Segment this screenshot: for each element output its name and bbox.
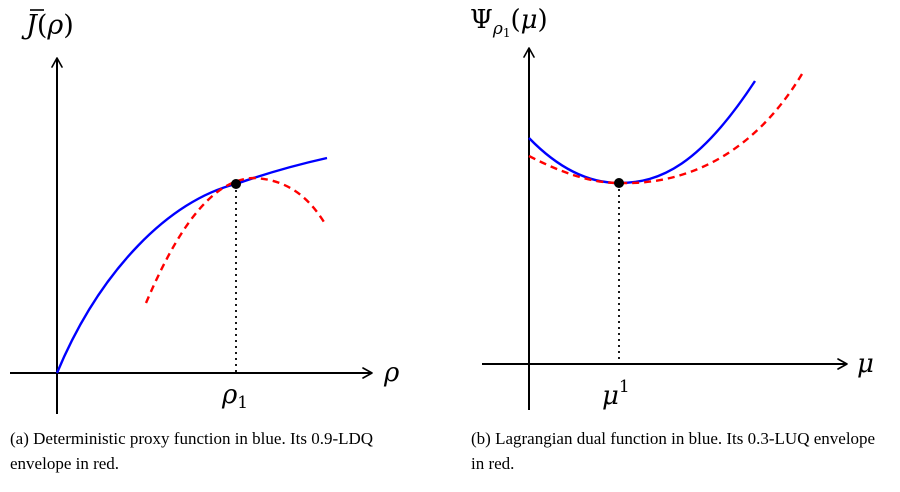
figure-canvas: J(ρ) ρ ρ1 Ψρ1(μ) μ μ1: [10, 5, 874, 414]
panel-b-tick-label: μ1: [602, 377, 630, 411]
caption-panel-b: (b) Lagrangian dual function in blue. It…: [471, 429, 876, 473]
panel-a-x-label: ρ: [383, 358, 400, 388]
panel-a-tangent-point: [231, 179, 241, 189]
panel-b-red-envelope: [528, 73, 804, 185]
panel-b-y-label: Ψρ1(μ): [470, 5, 548, 40]
caption-panel-a: (a) Deterministic proxy function in blue…: [10, 429, 374, 473]
panel-a-red-envelope: [144, 176, 326, 304]
panel-b: Ψρ1(μ) μ μ1: [470, 5, 874, 411]
panel-b-x-label: μ: [857, 349, 874, 379]
panel-a-y-label: J(ρ): [21, 10, 74, 41]
panel-a: J(ρ) ρ ρ1: [10, 9, 400, 414]
panel-a-tick-label: ρ1: [221, 380, 248, 413]
panel-a-blue-curve: [55, 156, 328, 374]
panel-b-blue-curve: [528, 80, 757, 185]
panel-b-tangent-point: [614, 178, 624, 188]
